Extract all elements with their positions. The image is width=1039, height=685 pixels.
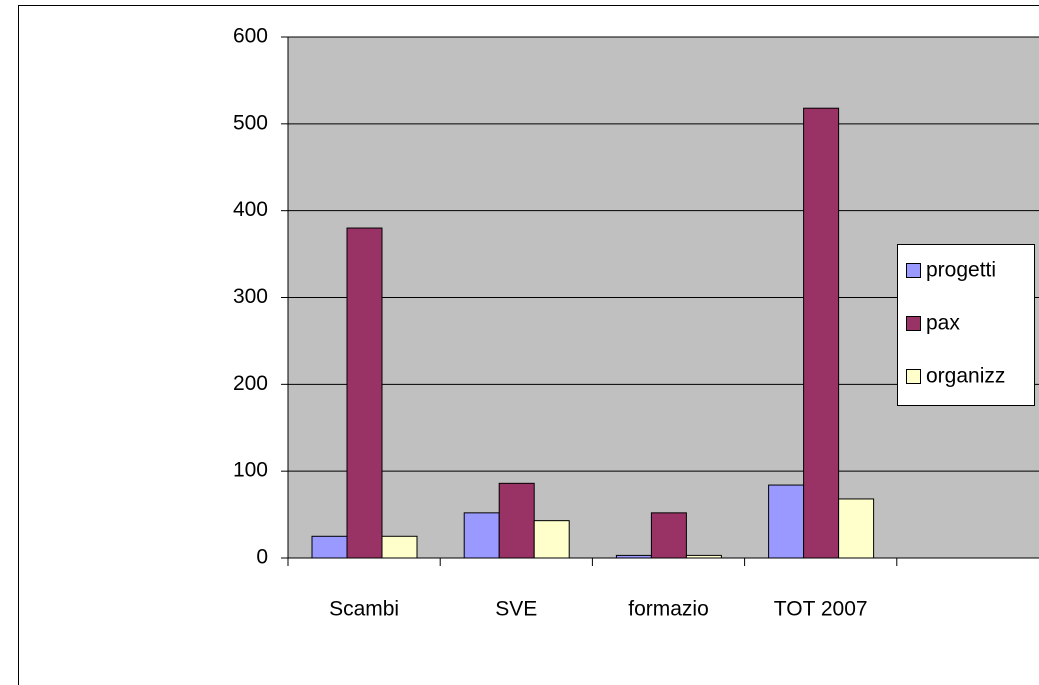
x-tick-label: TOT 2007 <box>774 598 868 621</box>
bar <box>803 107 840 559</box>
y-tick-label: 0 <box>256 546 268 569</box>
bar <box>768 484 805 559</box>
bar <box>381 535 418 559</box>
bar <box>650 512 687 559</box>
y-tick-label: 200 <box>233 372 268 395</box>
bar <box>346 227 383 559</box>
x-tick-label: formazio <box>628 598 709 621</box>
legend-swatch <box>906 369 921 384</box>
legend-label: progetti <box>926 259 996 282</box>
y-tick-label: 100 <box>233 459 268 482</box>
bar <box>838 498 875 559</box>
y-tick-label: 600 <box>233 25 268 48</box>
legend-label: organizz <box>926 365 1005 388</box>
legend-swatch <box>906 263 921 278</box>
bar <box>311 535 348 559</box>
y-tick-label: 400 <box>233 198 268 221</box>
y-tick-label: 500 <box>233 111 268 134</box>
bar <box>615 554 652 559</box>
bar <box>533 520 570 559</box>
x-tick-label: SVE <box>495 598 537 621</box>
legend-swatch <box>906 316 921 331</box>
bar <box>498 482 535 559</box>
y-tick-label: 300 <box>233 285 268 308</box>
x-tick-label: Scambi <box>329 598 399 621</box>
legend-label: pax <box>926 312 960 335</box>
bar <box>685 554 722 559</box>
bar <box>463 512 500 559</box>
